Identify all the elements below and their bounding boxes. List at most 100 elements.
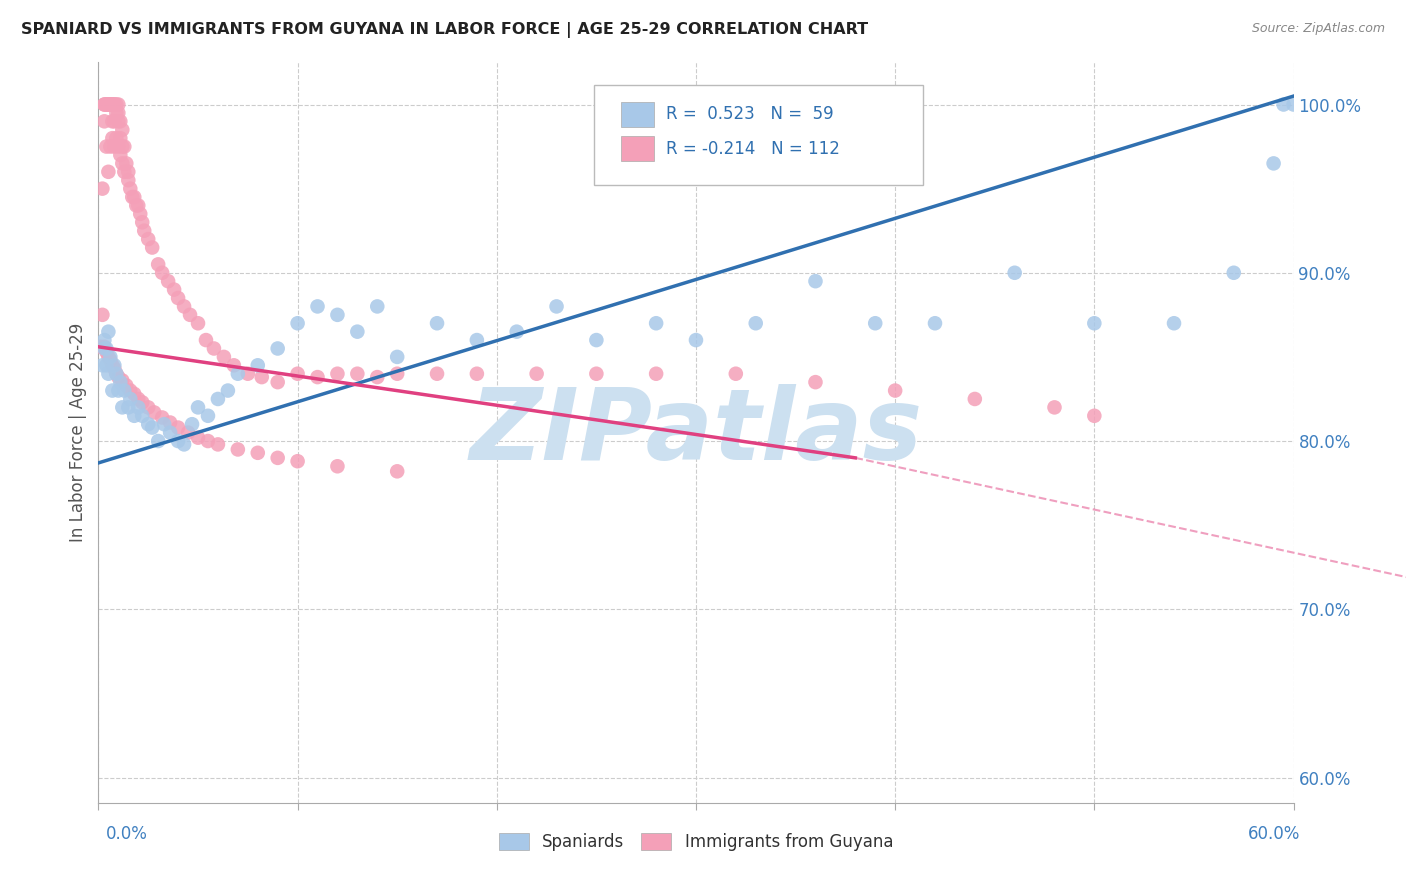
Point [136,401,159,415]
Point [1083,316,1105,330]
Point [267,450,290,465]
Point [173,437,195,451]
Text: SPANIARD VS IMMIGRANTS FROM GUYANA IN LABOR FORCE | AGE 25-29 CORRELATION CHART: SPANIARD VS IMMIGRANTS FROM GUYANA IN LA… [21,22,869,38]
Point [103,139,125,153]
Text: R = -0.214   N = 112: R = -0.214 N = 112 [666,140,839,158]
Point [179,308,201,322]
Point [1163,316,1185,330]
Point [207,392,229,406]
Point [127,198,149,212]
Point [124,190,146,204]
Point [217,384,239,398]
Point [112,165,135,179]
Point [426,316,449,330]
Point [107,139,129,153]
Point [267,342,290,356]
Point [745,316,768,330]
Point [585,367,607,381]
Point [111,156,134,170]
Point [804,274,827,288]
Point [134,224,156,238]
Point [111,139,134,153]
Point [287,454,309,468]
Point [105,367,128,381]
Point [117,165,139,179]
Point [645,316,668,330]
Point [117,401,139,415]
Point [181,417,204,432]
Point [924,316,946,330]
Point [96,139,118,153]
Point [366,300,388,314]
Point [645,367,668,381]
Point [107,370,129,384]
Point [163,283,186,297]
Point [93,97,115,112]
Point [115,378,138,392]
Point [865,316,887,330]
Point [96,344,118,359]
Point [246,446,269,460]
Point [105,97,128,112]
Point [346,367,368,381]
Point [426,367,449,381]
Point [685,333,707,347]
Point [97,367,120,381]
FancyBboxPatch shape [620,136,654,161]
Point [127,401,149,415]
Point [1083,409,1105,423]
Point [97,97,120,112]
Point [98,97,122,112]
Point [465,367,488,381]
Text: R =  0.523   N =  59: R = 0.523 N = 59 [666,105,834,123]
Point [105,367,128,381]
Point [136,417,159,432]
Point [1004,266,1026,280]
Point [804,375,827,389]
Point [585,333,607,347]
Text: 60.0%: 60.0% [1249,825,1301,843]
Point [107,106,129,120]
Point [207,437,229,451]
Point [159,425,181,440]
Point [96,97,118,112]
Point [346,325,368,339]
Point [96,359,118,373]
Point [97,325,120,339]
Point [101,131,124,145]
Point [222,359,245,373]
Point [111,374,134,388]
Point [202,342,225,356]
Point [97,97,120,112]
Point [115,156,138,170]
Point [97,350,120,364]
Point [91,308,114,322]
Point [506,325,529,339]
Point [148,434,170,448]
Point [93,342,115,356]
Point [148,257,170,271]
Point [112,384,135,398]
Point [173,300,195,314]
Point [963,392,986,406]
Point [105,131,128,145]
Point [89,340,111,354]
Point [1223,266,1246,280]
Point [93,333,115,347]
Point [150,266,173,280]
Point [1282,97,1305,112]
Point [131,395,153,409]
Point [107,384,129,398]
Point [226,367,249,381]
Point [131,409,153,423]
Point [267,375,290,389]
Point [110,375,132,389]
Point [526,367,548,381]
Point [120,384,142,398]
Point [177,425,200,440]
Point [98,353,122,368]
Text: 0.0%: 0.0% [105,825,148,843]
Point [105,106,128,120]
Point [197,409,219,423]
Point [98,97,122,112]
